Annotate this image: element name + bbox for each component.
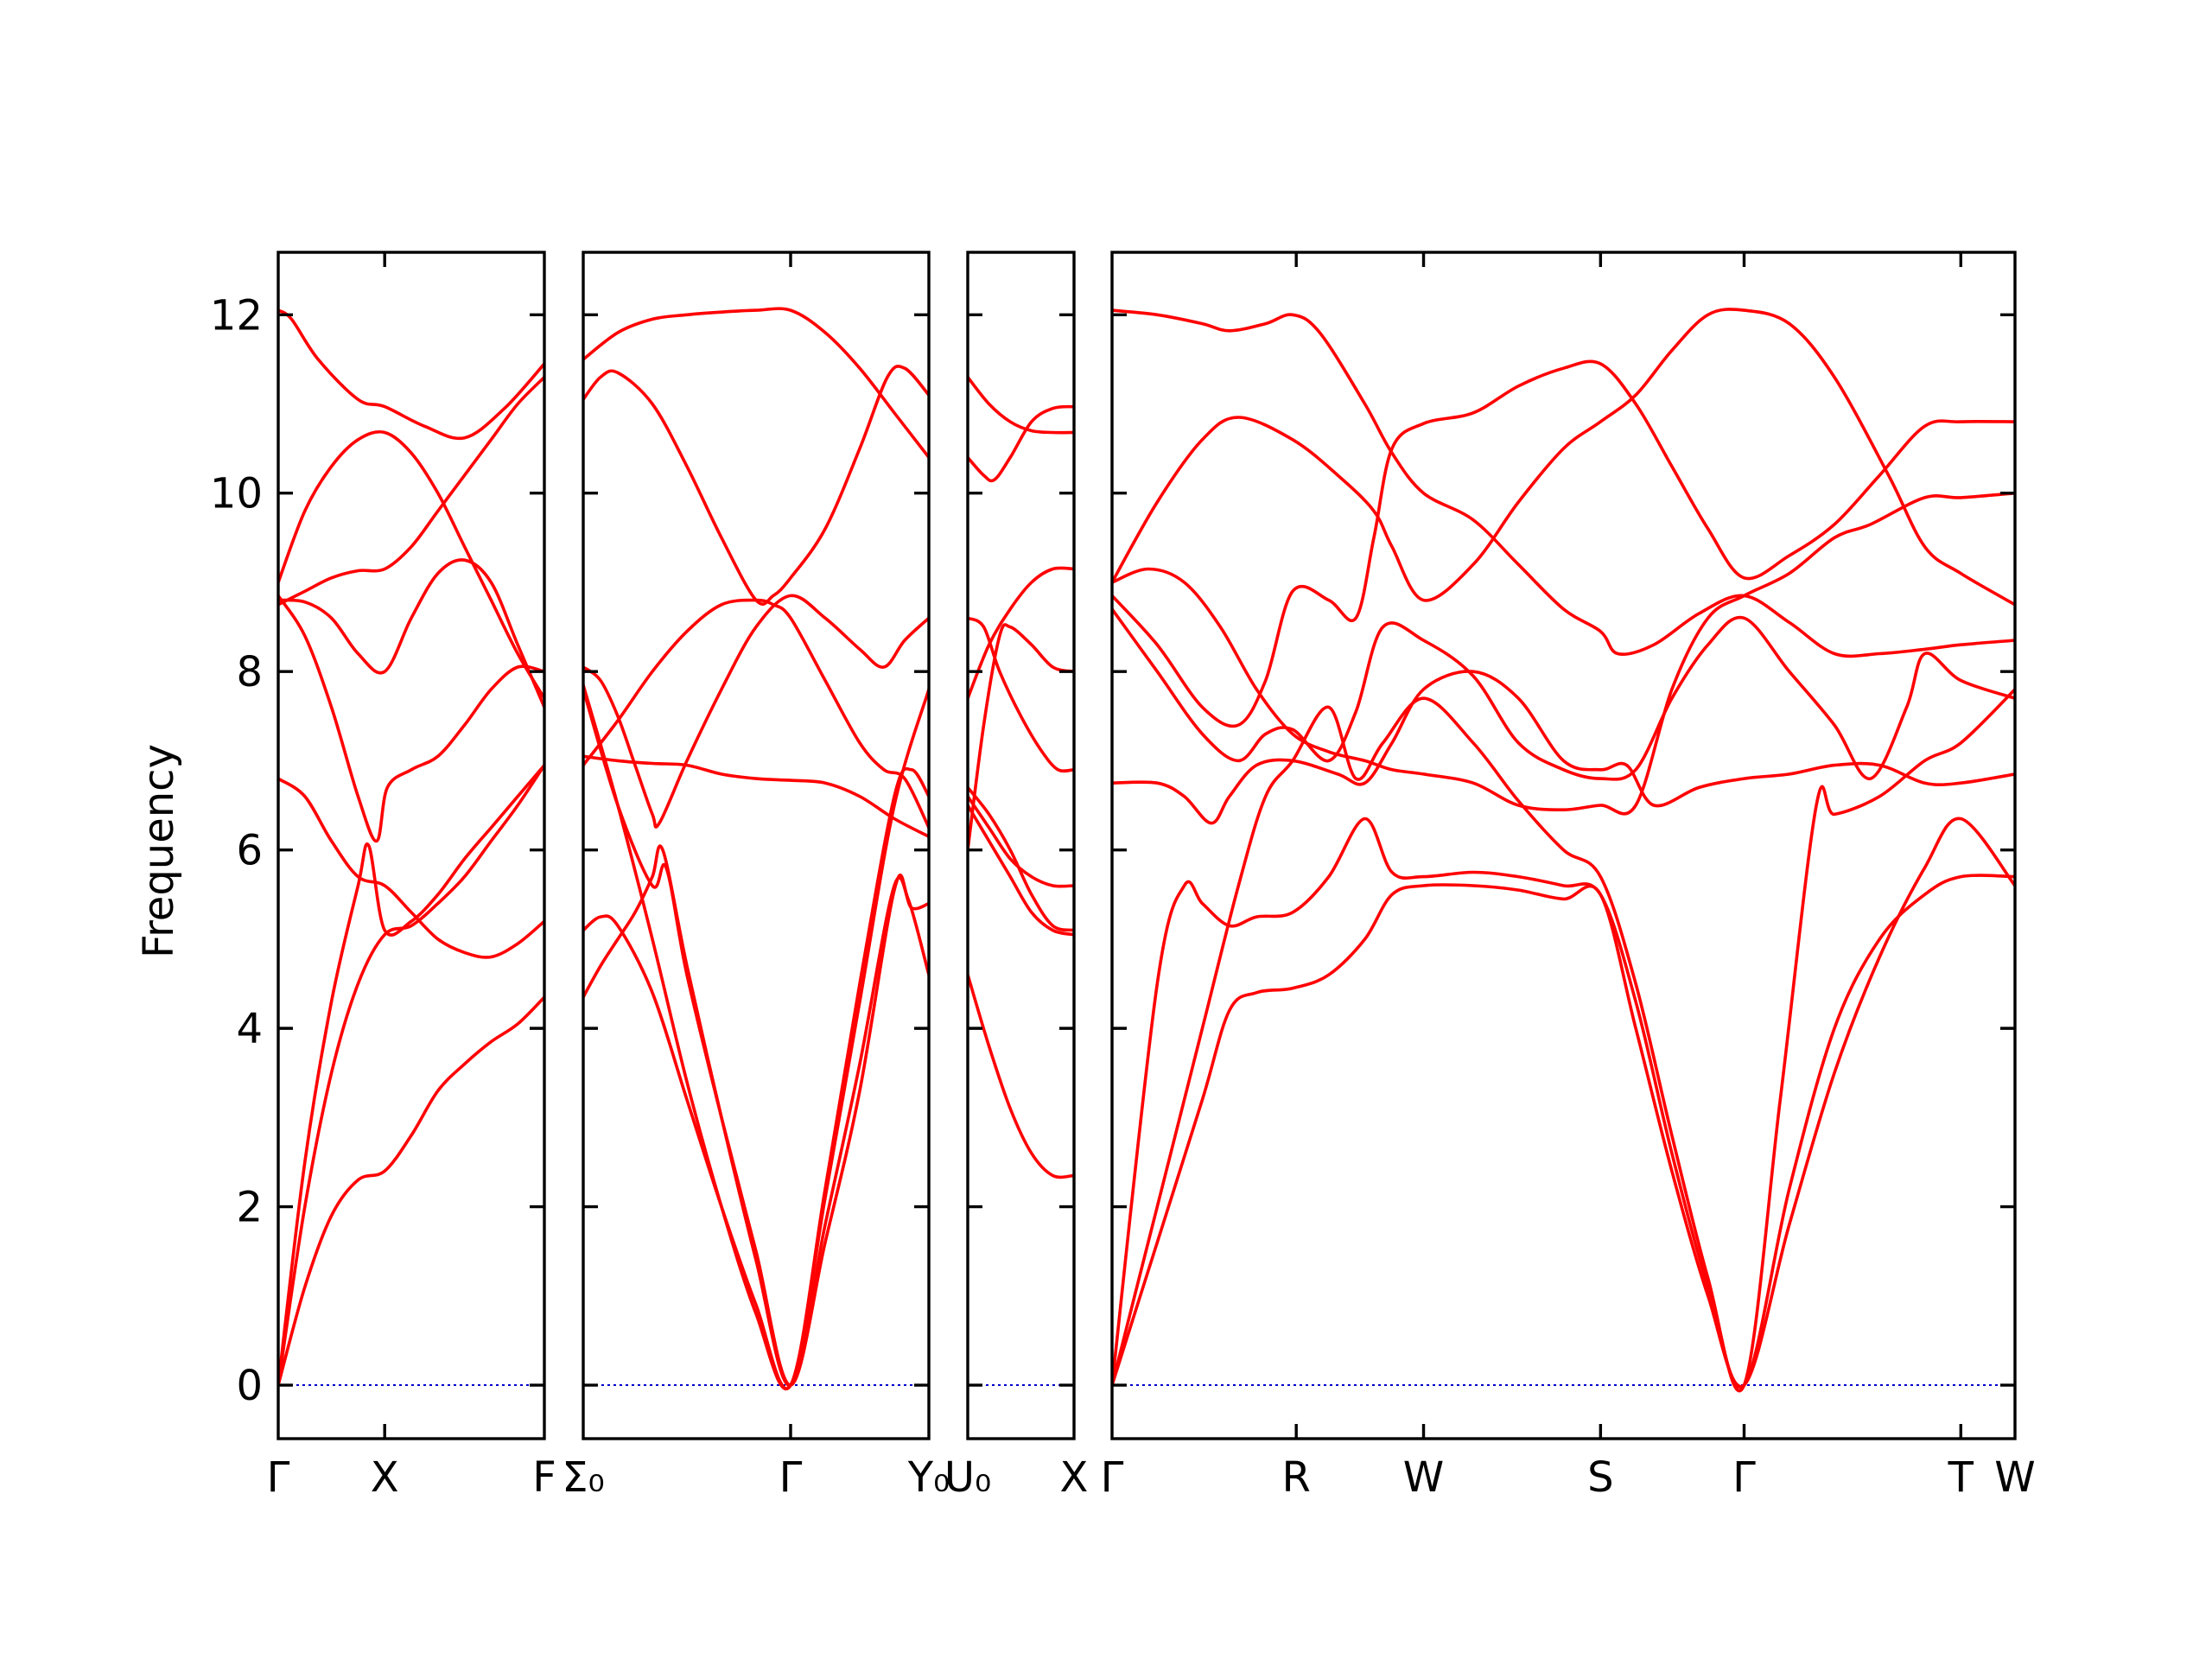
phonon-band-6: [583, 683, 929, 1390]
phonon-band-6: [278, 777, 544, 959]
phonon-band-2: [583, 365, 929, 606]
phonon-band-5: [1112, 607, 2015, 781]
band-group: [1112, 308, 2015, 1393]
phonon-band-7: [278, 763, 544, 1387]
phonon-band-5: [583, 754, 929, 838]
y-tick-label: 12: [210, 291, 263, 340]
phonon-band-4: [583, 598, 929, 830]
phonon-band-8: [968, 785, 1074, 932]
phonon-band-9: [583, 766, 929, 1390]
y-tick-label: 0: [236, 1362, 263, 1410]
phonon-band-7: [968, 804, 1074, 937]
phonon-band-3: [278, 375, 544, 607]
x-tick-label: Y₀: [907, 1453, 950, 1502]
phonon-band-1: [968, 375, 1074, 435]
y-tick-label: 2: [236, 1184, 263, 1232]
x-tick-label: X: [371, 1453, 399, 1502]
y-tick-label: 8: [236, 648, 263, 696]
x-tick-label: Σ₀: [562, 1453, 605, 1502]
x-tick-label: W: [1994, 1453, 2035, 1502]
x-tick-label: Γ: [1101, 1453, 1124, 1502]
panel-frame: [582, 251, 931, 1440]
phonon-band-2: [278, 429, 544, 700]
x-tick-label: Γ: [779, 1453, 803, 1502]
phonon-band-5: [278, 594, 544, 843]
band-group: [278, 308, 544, 1387]
y-tick-label: 4: [236, 1005, 263, 1053]
phonon-band-9: [968, 973, 1074, 1179]
panel-frame: [966, 251, 1076, 1440]
panel-3: U₀ X: [944, 251, 1089, 1502]
phonon-band-8: [1112, 817, 2015, 1389]
phonon-band-3: [968, 616, 1074, 773]
y-tick-label: 6: [236, 827, 263, 875]
phonon-band-9: [278, 995, 544, 1387]
phonon-band-1: [1112, 308, 2015, 658]
panel-frame: [1110, 251, 2017, 1440]
phonon-band-4: [278, 558, 544, 709]
x-tick-label: Γ: [1732, 1453, 1756, 1502]
phonon-band-7: [583, 688, 929, 1387]
phonon-band-3: [583, 594, 929, 829]
band-group: [968, 375, 1074, 1179]
phonon-band-4: [968, 623, 1074, 852]
phonon-band-2: [968, 404, 1074, 483]
phonon-band-5: [968, 566, 1074, 700]
x-tick-label: F: [532, 1453, 556, 1502]
phonon-band-2: [1112, 308, 2015, 607]
x-tick-label: X: [1060, 1453, 1089, 1502]
phonon-band-1: [278, 308, 544, 441]
x-tick-label: U₀: [944, 1453, 991, 1502]
panel-1: Γ X F 0 2 4 6 8 10 12: [210, 251, 556, 1502]
phonon-band-4: [1112, 359, 2015, 728]
phonon-band-9: [1112, 688, 2015, 1393]
x-tick-label: S: [1587, 1453, 1613, 1502]
y-axis-title: Frequency: [135, 744, 183, 958]
phonon-band-7: [1112, 817, 2015, 1389]
panel-2: Σ₀ Γ Y₀: [562, 251, 950, 1502]
x-tick-label: R: [1282, 1453, 1311, 1502]
x-tick-label: Γ: [267, 1453, 290, 1502]
panel-frame: [276, 251, 546, 1440]
phonon-band-6: [1112, 670, 2015, 825]
band-group: [583, 307, 929, 1390]
phonon-band-1: [583, 307, 929, 460]
x-tick-label: W: [1403, 1453, 1444, 1502]
phonon-band-3: [1112, 491, 2015, 816]
phonon-band-8: [583, 844, 929, 1387]
phonon-band-8: [278, 763, 544, 1387]
x-tick-label: T: [1948, 1453, 1974, 1502]
y-tick-label: 10: [210, 470, 263, 518]
